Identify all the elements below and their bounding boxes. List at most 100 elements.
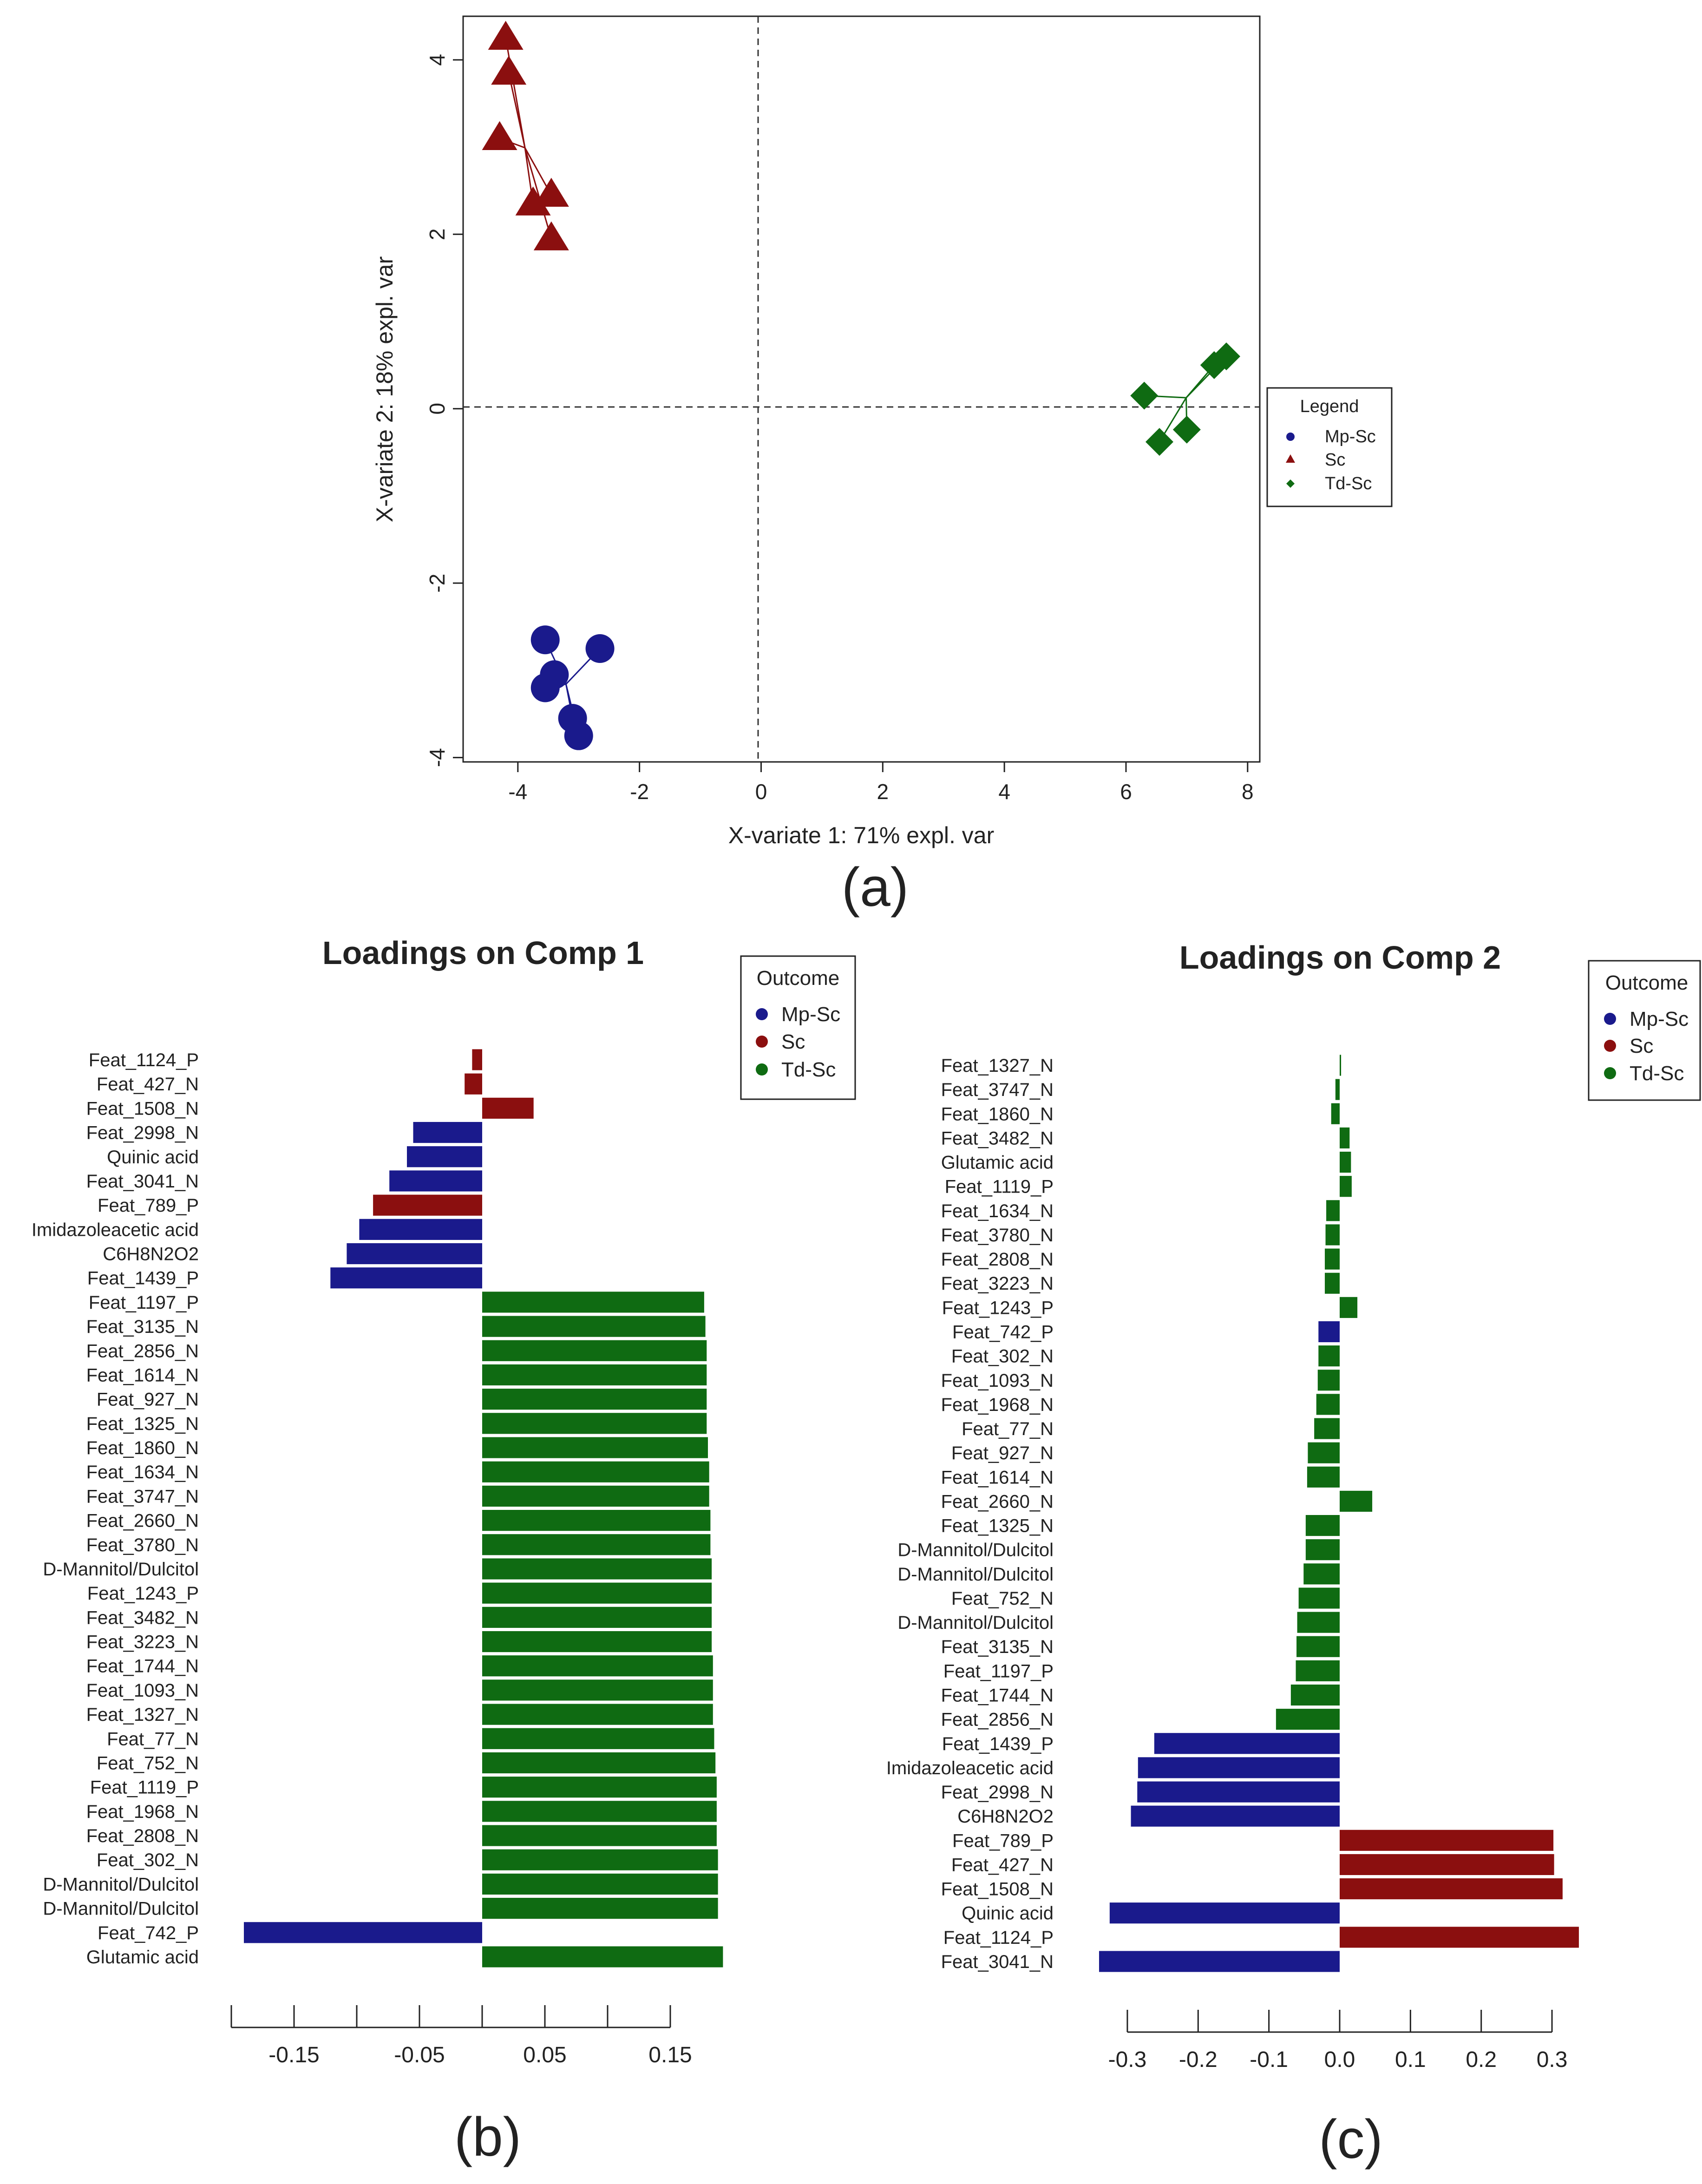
comp2-bar-feat-427-n: [1340, 1854, 1554, 1876]
comp2-bars: [1099, 1055, 1579, 1972]
comp2-bar-feat-2998-n: [1137, 1781, 1340, 1803]
comp1-category-label: Feat_3223_N: [86, 1632, 199, 1653]
comp2-bar-c6h8n2o2: [1131, 1805, 1340, 1827]
comp1-bar-feat-742-p: [244, 1922, 482, 1943]
comp1-category-label: C6H8N2O2: [103, 1244, 199, 1265]
comp1-bar-quinic-acid: [407, 1146, 482, 1167]
scatter-x-tick-label: 6: [1120, 780, 1132, 804]
comp2-bar-feat-2660-n: [1340, 1490, 1373, 1512]
scatter-point-sc: [533, 221, 569, 250]
comp2-category-label: D-Mannitol/Dulcitol: [897, 1613, 1054, 1633]
comp1-bar-feat-1634-n: [482, 1461, 709, 1482]
comp1-bar-feat-3041-n: [389, 1170, 482, 1192]
scatter-y-tick-label: -4: [425, 748, 449, 767]
comp1-legend: Outcome Mp-Sc Sc Td-Sc: [740, 955, 856, 1100]
comp2-bar-feat-2808-n: [1325, 1248, 1340, 1270]
comp2-category-label: Feat_1124_P: [943, 1928, 1054, 1948]
comp1-category-label: Feat_3747_N: [86, 1486, 199, 1507]
comp2-category-label: C6H8N2O2: [957, 1806, 1054, 1827]
scatter-point-td-sc: [1172, 415, 1201, 444]
comp2-category-label: Feat_1634_N: [941, 1201, 1054, 1221]
scatter-link-sc: [524, 147, 552, 239]
scatter-y-tick-label: 4: [425, 54, 449, 66]
comp2-category-label: Feat_789_P: [952, 1830, 1054, 1851]
scatter-point-mp-sc: [530, 625, 560, 655]
scatter-points: [482, 20, 1240, 750]
comp2-bar-feat-1634-n: [1326, 1200, 1340, 1221]
scatter-x-axis-title: X-variate 1: 71% expl. var: [728, 822, 995, 848]
comp1-bar-c6h8n2o2: [347, 1243, 482, 1265]
comp2-legend-td-sc-label: Td-Sc: [1630, 1062, 1684, 1085]
comp2-bar-feat-1614-n: [1307, 1466, 1340, 1488]
comp1-bar-feat-2660-n: [482, 1510, 711, 1531]
comp2-bar-feat-1860-n: [1331, 1103, 1340, 1124]
comp2-category-label: Feat_1243_P: [942, 1298, 1054, 1318]
comp2-category-label: Feat_1325_N: [941, 1516, 1054, 1536]
comp2-legend-mp-sc-marker: [1604, 1013, 1616, 1025]
comp1-bar-feat-1860-n: [482, 1437, 708, 1458]
comp1-category-label: D-Mannitol/Dulcitol: [43, 1899, 199, 1919]
comp1-legend-td-sc-marker: [756, 1063, 768, 1076]
comp1-x-tick-label: 0.05: [523, 2043, 566, 2067]
comp1-legend-td-sc-label: Td-Sc: [781, 1058, 836, 1081]
comp2-bar-imidazoleacetic-acid: [1138, 1757, 1340, 1778]
comp1-bar-feat-1119-p: [482, 1777, 717, 1798]
scatter-plot-frame: [462, 15, 1261, 763]
comp1-bar-feat-1124-p: [472, 1049, 482, 1070]
comp1-bar-feat-427-n: [465, 1073, 482, 1095]
comp1-category-label: Feat_2660_N: [86, 1511, 199, 1531]
comp1-category-label: Feat_742_P: [98, 1923, 199, 1943]
scatter-point-td-sc: [1130, 381, 1159, 410]
comp2-x-axis: -0.3 -0.2 -0.1 0.0 0.1 0.2 0.3: [1108, 2010, 1567, 2072]
scatter-legend-mp-sc-marker: [1286, 433, 1295, 441]
comp2-legend-sc-marker: [1604, 1040, 1616, 1052]
comp1-x-tick-label: 0.15: [648, 2043, 692, 2067]
comp1-bar-feat-3223-n: [482, 1631, 712, 1653]
comp1-bar-feat-1243-p: [482, 1582, 712, 1604]
comp2-bar-feat-927-n: [1308, 1442, 1340, 1463]
comp1-bar-d-mannitol-dulcitol: [482, 1558, 712, 1580]
comp2-bar-feat-3041-n: [1099, 1951, 1340, 1972]
comp2-x-tick-label: 0.0: [1324, 2047, 1355, 2072]
comp2-category-label: Feat_1968_N: [941, 1395, 1054, 1415]
comp2-x-tick-label: -0.1: [1250, 2047, 1288, 2072]
comp2-bar-feat-3135-n: [1296, 1636, 1340, 1657]
comp1-category-label: Feat_789_P: [98, 1195, 199, 1216]
scatter-point-td-sc: [1200, 351, 1228, 379]
comp1-bar-feat-1968-n: [482, 1801, 717, 1822]
comp2-bar-feat-3223-n: [1325, 1272, 1340, 1294]
comp2-category-label: Imidazoleacetic acid: [886, 1758, 1054, 1778]
comp1-x-tick-label: -0.05: [394, 2043, 445, 2067]
comp2-category-label: Feat_1119_P: [945, 1177, 1054, 1197]
comp1-category-label: Feat_1243_P: [87, 1583, 199, 1604]
comp2-bar-feat-789-p: [1340, 1830, 1554, 1851]
scatter-legend-mp-sc-label: Mp-Sc: [1325, 427, 1376, 446]
panel-c-loadings-comp2: Loadings on Comp 2 Feat_1327_N Feat_3747_…: [886, 939, 1701, 2170]
comp2-category-label: Feat_1439_P: [942, 1734, 1054, 1754]
comp1-chart-title: Loadings on Comp 1: [322, 935, 644, 971]
scatter-point-sc: [533, 177, 569, 207]
comp2-category-label: Feat_427_N: [951, 1855, 1054, 1875]
scatter-legend-sc-marker: [1286, 454, 1295, 463]
comp2-category-label: Feat_77_N: [962, 1419, 1054, 1439]
comp2-bar-feat-1439-p: [1154, 1733, 1340, 1754]
comp2-category-label: Feat_1327_N: [941, 1056, 1054, 1076]
comp2-bar-feat-1508-n: [1340, 1878, 1563, 1900]
comp1-bar-feat-2998-n: [413, 1122, 482, 1143]
comp1-category-label: Feat_3482_N: [86, 1607, 199, 1628]
comp2-bar-feat-1327-n: [1340, 1055, 1342, 1076]
comp2-x-tick-label: 0.2: [1466, 2047, 1497, 2072]
scatter-point-sc: [482, 121, 517, 151]
comp2-category-label: Feat_1508_N: [941, 1879, 1054, 1900]
comp2-bar-feat-3482-n: [1340, 1127, 1350, 1148]
comp1-bar-glutamic-acid: [482, 1946, 723, 1968]
comp1-category-label: Feat_3780_N: [86, 1535, 199, 1555]
comp1-bar-feat-1197-p: [482, 1292, 704, 1313]
comp2-bar-feat-302-n: [1318, 1345, 1340, 1367]
comp1-bar-feat-2856-n: [482, 1340, 707, 1361]
comp1-bar-feat-77-n: [482, 1728, 714, 1749]
comp1-bar-feat-1614-n: [482, 1364, 707, 1386]
comp1-category-label: Quinic acid: [107, 1147, 199, 1167]
scatter-x-tick-label: 8: [1242, 780, 1254, 804]
comp1-category-label: Feat_1860_N: [86, 1438, 199, 1458]
